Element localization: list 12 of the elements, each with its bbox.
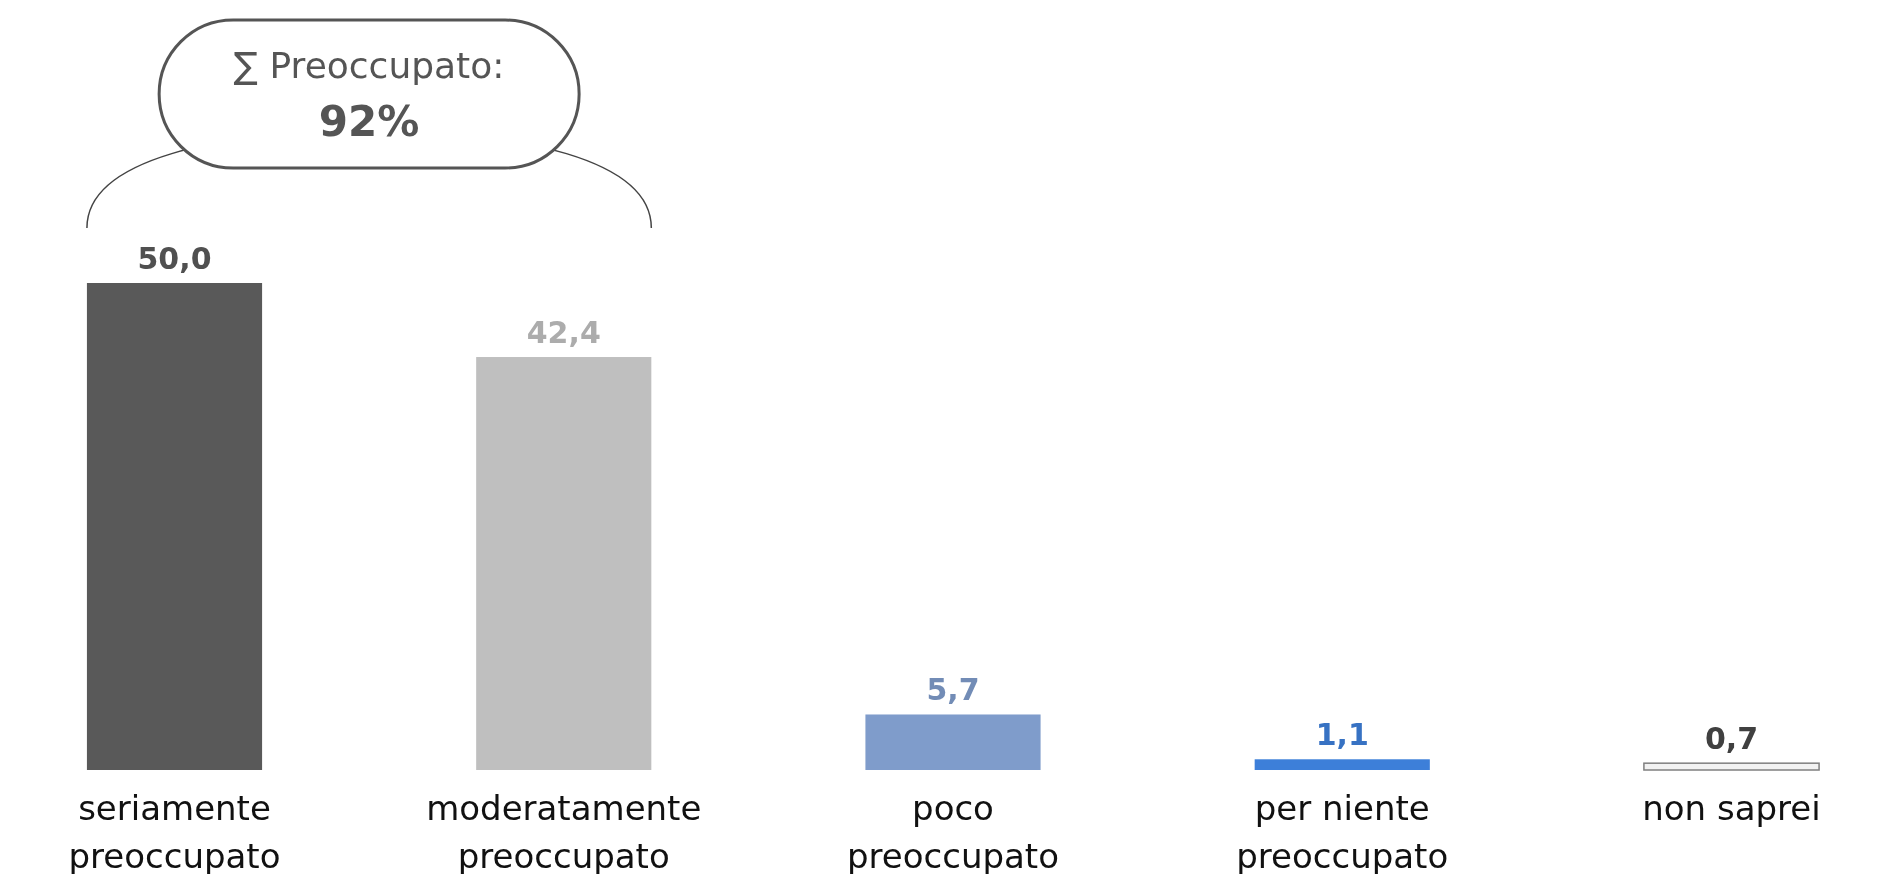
data-label: 5,7 (926, 672, 980, 708)
data-label: 0,7 (1704, 721, 1759, 757)
bar (476, 357, 652, 770)
bar (86, 283, 263, 770)
x-tick-label: non saprei (1642, 788, 1821, 828)
bar (865, 714, 1041, 770)
text: ∑ Preoccupato: 92% (233, 45, 505, 146)
data-label: 42,4 (526, 315, 601, 351)
data-label: 1,1 (1315, 717, 1369, 753)
bar (1643, 762, 1820, 771)
bar (1254, 759, 1430, 770)
data-label: 50,0 (137, 241, 212, 276)
